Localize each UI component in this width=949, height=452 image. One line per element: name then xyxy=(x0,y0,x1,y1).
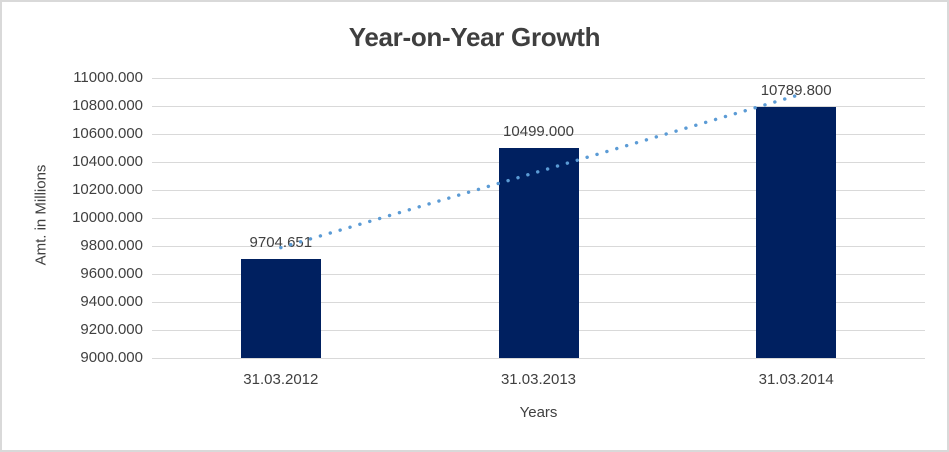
y-tick-label: 10600.000 xyxy=(72,125,143,142)
bar-data-label: 10499.000 xyxy=(503,123,574,141)
y-tick-label: 10400.000 xyxy=(72,153,143,170)
bar-data-label: 10789.800 xyxy=(760,82,832,100)
bar-31.03.2013 xyxy=(498,148,579,358)
gridline xyxy=(152,78,925,79)
x-tick-label: 31.03.2012 xyxy=(243,371,319,388)
chart-title: Year-on-Year Growth xyxy=(348,22,601,52)
y-tick-label: 10200.000 xyxy=(72,181,143,198)
x-tick-label: 31.03.2013 xyxy=(500,371,577,388)
x-tick-label: 31.03.2014 xyxy=(758,371,834,388)
bar-31.03.2012 xyxy=(240,259,321,358)
bar-31.03.2014 xyxy=(756,107,837,358)
y-tick-label: 9800.000 xyxy=(80,237,143,254)
y-tick-label: 10000.000 xyxy=(72,209,143,226)
y-tick-label: 9200.000 xyxy=(80,321,143,338)
y-tick-label: 9000.000 xyxy=(80,349,143,366)
y-tick-label: 9400.000 xyxy=(80,293,143,310)
gridline xyxy=(152,358,925,359)
y-tick-label: 10800.000 xyxy=(72,97,143,114)
y-tick-label: 9600.000 xyxy=(80,265,143,282)
bar-data-label: 9704.651 xyxy=(249,234,313,252)
y-tick-label: 11000.000 xyxy=(73,69,143,86)
x-axis-title: Years xyxy=(519,404,558,421)
